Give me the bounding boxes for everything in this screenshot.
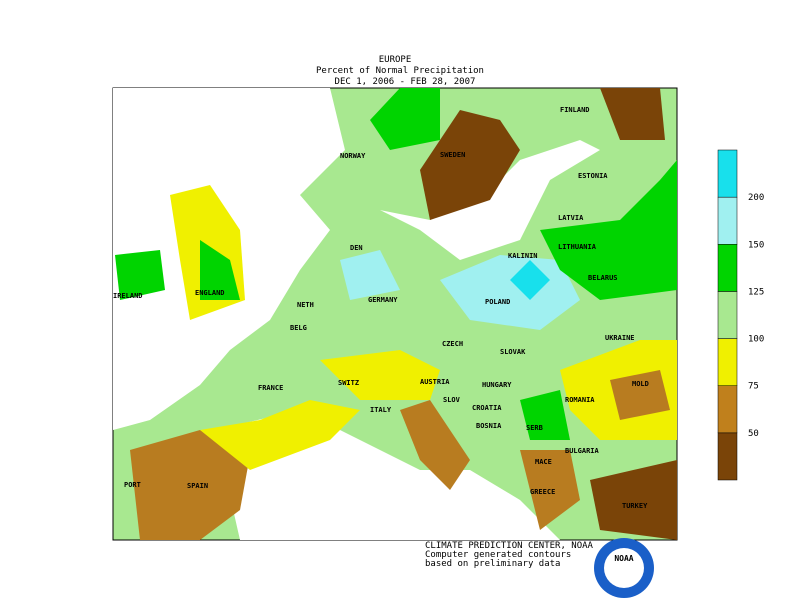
country-label: LATVIA — [558, 214, 584, 222]
legend: 50 75 100 125 150 200 — [717, 149, 764, 481]
country-label: GREECE — [530, 488, 555, 496]
country-label: BULGARIA — [565, 447, 600, 455]
country-label: NETH — [297, 301, 314, 309]
country-labels: NORWAY SWEDEN FINLAND ESTONIA LATVIA LITHUANI… — [113, 106, 649, 510]
country-label: BELARUS — [588, 274, 618, 282]
country-label: IRELAND — [113, 292, 143, 300]
country-label: FRANCE — [258, 384, 283, 392]
country-label: ESTONIA — [578, 172, 608, 180]
country-label: KALININ — [508, 252, 538, 260]
legend-swatch — [717, 338, 738, 386]
legend-swatch — [717, 291, 738, 339]
footer-line: Computer generated contours — [425, 550, 571, 560]
country-label: SWEDEN — [440, 151, 465, 159]
country-label: GERMANY — [368, 296, 398, 304]
country-label: SPAIN — [187, 482, 208, 490]
legend-swatch — [717, 244, 738, 292]
country-label: CROATIA — [472, 404, 502, 412]
footer-line: based on preliminary data — [425, 559, 560, 569]
country-label: ENGLAND — [195, 289, 225, 297]
country-label: SLOV — [443, 396, 461, 404]
country-label: PORT — [124, 481, 141, 489]
country-label: AUSTRIA — [420, 378, 450, 386]
country-label: SERB — [526, 424, 543, 432]
legend-tick-label: 125 — [748, 287, 764, 297]
country-label: BOSNIA — [476, 422, 502, 430]
country-label: MACE — [535, 458, 552, 466]
noaa-logo-text: NOAA — [614, 554, 633, 563]
legend-tick-label: 50 — [748, 429, 759, 439]
country-label: DEN — [350, 244, 363, 252]
legend-tick-label: 150 — [748, 240, 764, 250]
legend-tick-label: 200 — [748, 193, 764, 203]
country-label: TURKEY — [622, 502, 648, 510]
country-label: MOLD — [632, 380, 649, 388]
noaa-logo-inner — [604, 548, 644, 588]
legend-swatch — [717, 385, 738, 434]
country-label: SWITZ — [338, 379, 359, 387]
legend-tick-label: 100 — [748, 335, 764, 345]
country-label: BELG — [290, 324, 307, 332]
subtitle: Percent of Normal Precipitation — [316, 66, 484, 76]
country-label: FINLAND — [560, 106, 590, 114]
country-label: ROMANIA — [565, 396, 595, 404]
country-label: NORWAY — [340, 152, 366, 160]
footer-line: CLIMATE PREDICTION CENTER, NOAA — [425, 541, 594, 551]
legend-swatch — [717, 432, 738, 481]
legend-swatch — [717, 149, 738, 198]
date-range: DEC 1, 2006 - FEB 28, 2007 — [335, 77, 476, 87]
country-label: LITHUANIA — [558, 243, 597, 251]
country-label: SLOVAK — [500, 348, 526, 356]
map — [112, 87, 678, 541]
title: EUROPE — [379, 55, 412, 65]
country-label: CZECH — [442, 340, 463, 348]
legend-tick-label: 75 — [748, 382, 759, 392]
country-label: HUNGARY — [482, 381, 512, 389]
country-label: ITALY — [370, 406, 392, 414]
country-label: POLAND — [485, 298, 510, 306]
legend-swatch — [717, 196, 738, 245]
country-label: UKRAINE — [605, 334, 635, 342]
